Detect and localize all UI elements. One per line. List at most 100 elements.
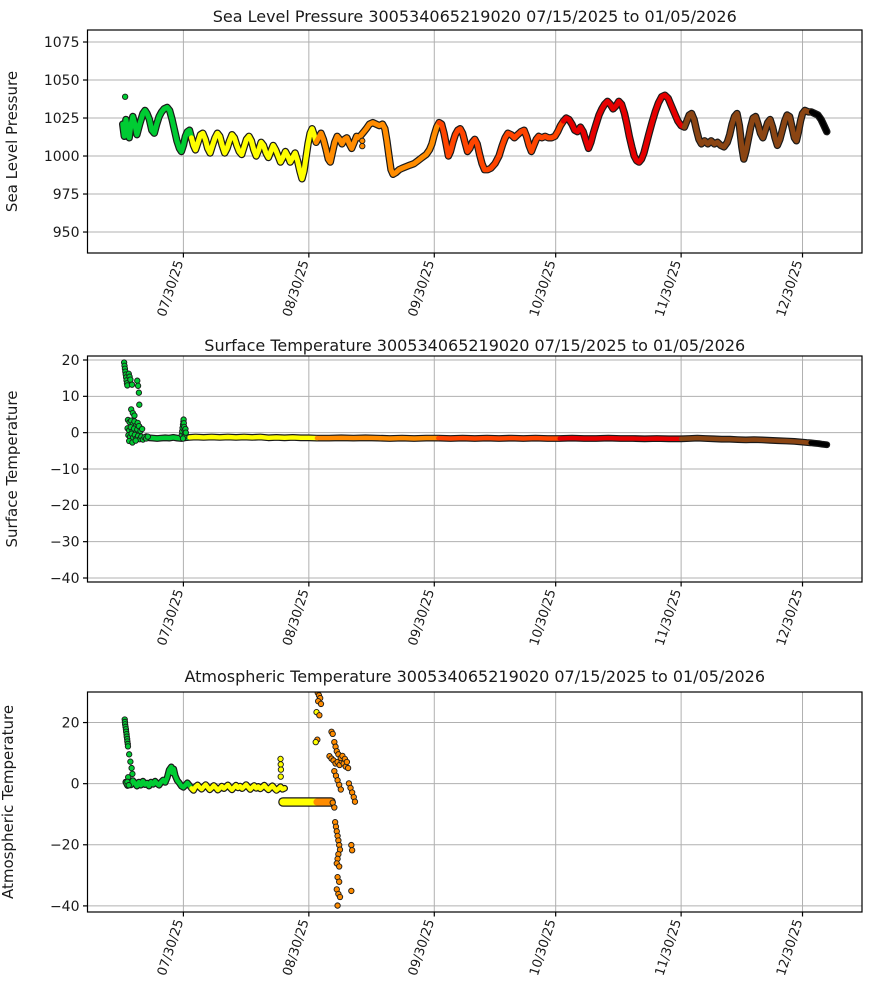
series-line-segment xyxy=(560,92,687,165)
data-point xyxy=(277,766,285,773)
y-tick-label: 10 xyxy=(62,389,80,405)
data-point xyxy=(344,764,352,772)
data-layer xyxy=(118,91,831,183)
axes-frame xyxy=(86,29,863,254)
chart-sea-level-pressure: 950 975 1000 1025 1050 1075 07/30/25 08/30/25 09… xyxy=(3,7,863,319)
series-line-segment xyxy=(189,782,287,793)
data-point xyxy=(334,902,341,909)
x-tick-label: 11/30/25 xyxy=(653,588,685,648)
x-tick-label: 10/30/25 xyxy=(527,588,559,648)
y-tick-label: 0 xyxy=(71,777,80,793)
data-point xyxy=(343,758,351,766)
data-point xyxy=(134,382,142,389)
x-tick-label: 08/30/25 xyxy=(280,588,312,648)
data-point xyxy=(134,377,141,384)
x-tick-label: 07/30/25 xyxy=(155,588,187,648)
series-line-segment xyxy=(678,435,813,445)
y-tick-label: 1075 xyxy=(44,35,80,51)
x-tick-label: 07/30/25 xyxy=(155,259,187,319)
data-point xyxy=(317,700,325,708)
y-tick-label: 20 xyxy=(62,353,80,369)
x-tick-label: 11/30/25 xyxy=(653,918,685,978)
data-point xyxy=(316,712,323,719)
data-point xyxy=(136,401,143,408)
y-tick-label: −10 xyxy=(50,462,80,478)
data-point xyxy=(124,743,132,750)
data-point xyxy=(359,142,366,150)
data-point xyxy=(179,435,187,442)
x-tick-label: 10/30/25 xyxy=(527,918,559,978)
data-point xyxy=(121,93,129,100)
data-point xyxy=(131,412,138,419)
data-layer xyxy=(121,692,359,909)
data-point xyxy=(348,847,356,854)
series-line-segment xyxy=(808,109,830,135)
chart-title: Sea Level Pressure 300534065219020 07/15… xyxy=(213,7,737,26)
y-tick-label: −40 xyxy=(50,571,80,587)
chart-surface-temperature: −40 −30 −20 −10 0 10 20 07/30/25 08/30/25 09/30/2… xyxy=(3,336,863,648)
data-point xyxy=(127,376,134,383)
data-point xyxy=(336,893,344,901)
data-point xyxy=(126,751,133,758)
data-layer xyxy=(120,359,831,449)
data-point xyxy=(182,429,189,436)
series-line-segment xyxy=(189,126,319,182)
data-point xyxy=(359,137,366,144)
series-line-segment xyxy=(187,434,320,441)
y-tick-label: 1000 xyxy=(44,149,80,165)
y-tick-label: 950 xyxy=(53,225,80,241)
data-point xyxy=(277,755,284,763)
data-point xyxy=(277,773,284,780)
series-line-segment xyxy=(808,440,829,447)
data-point xyxy=(144,433,151,440)
data-point xyxy=(331,804,338,811)
y-tick-label: −30 xyxy=(50,535,80,551)
data-point xyxy=(336,878,343,885)
data-point xyxy=(132,437,139,444)
x-tick-label: 11/30/25 xyxy=(653,259,685,319)
x-tick-label: 08/30/25 xyxy=(280,918,312,978)
series-line-segment xyxy=(681,107,814,162)
x-tick-label: 09/30/25 xyxy=(406,918,438,978)
data-point xyxy=(348,887,355,895)
data-point xyxy=(138,425,146,433)
x-tick-label: 12/30/25 xyxy=(774,259,806,319)
y-tick-label: −20 xyxy=(50,838,80,854)
data-point xyxy=(125,782,132,789)
y-axis-label: Sea Level Pressure xyxy=(3,71,21,212)
data-point xyxy=(277,761,284,768)
data-point xyxy=(337,786,344,793)
chart-atmospheric-temperature: −40 −20 0 20 07/30/25 08/30/25 09/30/25 10/30/2… xyxy=(0,667,863,978)
chart-title: Atmospheric Temperature 300534065219020 … xyxy=(184,667,765,686)
data-point xyxy=(351,798,359,805)
data-point xyxy=(128,764,135,772)
y-tick-label: 1050 xyxy=(44,73,80,89)
series-line-segment xyxy=(557,435,684,441)
y-axis-label: Surface Temperature xyxy=(3,391,21,548)
series-line-segment xyxy=(313,120,442,177)
data-point xyxy=(128,381,136,388)
x-tick-label: 07/30/25 xyxy=(155,918,187,978)
y-axis-label: Atmospheric Temperature xyxy=(0,705,17,899)
y-tick-label: 0 xyxy=(71,426,80,442)
axes-frame xyxy=(86,691,863,913)
y-tick-label: 1025 xyxy=(44,111,80,127)
data-point xyxy=(336,863,343,870)
data-point xyxy=(129,770,136,778)
series-line-segment xyxy=(123,764,194,791)
data-point xyxy=(135,389,143,396)
y-tick-label: 20 xyxy=(62,715,80,731)
series-line-segment xyxy=(314,435,441,441)
x-tick-label: 09/30/25 xyxy=(406,259,438,319)
x-tick-label: 08/30/25 xyxy=(280,259,312,319)
x-tick-label: 12/30/25 xyxy=(774,918,806,978)
series-line-segment xyxy=(120,104,194,154)
chart-title: Surface Temperature 300534065219020 07/1… xyxy=(204,336,745,355)
y-tick-label: 975 xyxy=(53,187,80,203)
data-point xyxy=(348,841,355,849)
x-tick-label: 12/30/25 xyxy=(774,588,806,648)
x-tick-label: 10/30/25 xyxy=(527,259,559,319)
y-tick-label: −20 xyxy=(50,498,80,514)
